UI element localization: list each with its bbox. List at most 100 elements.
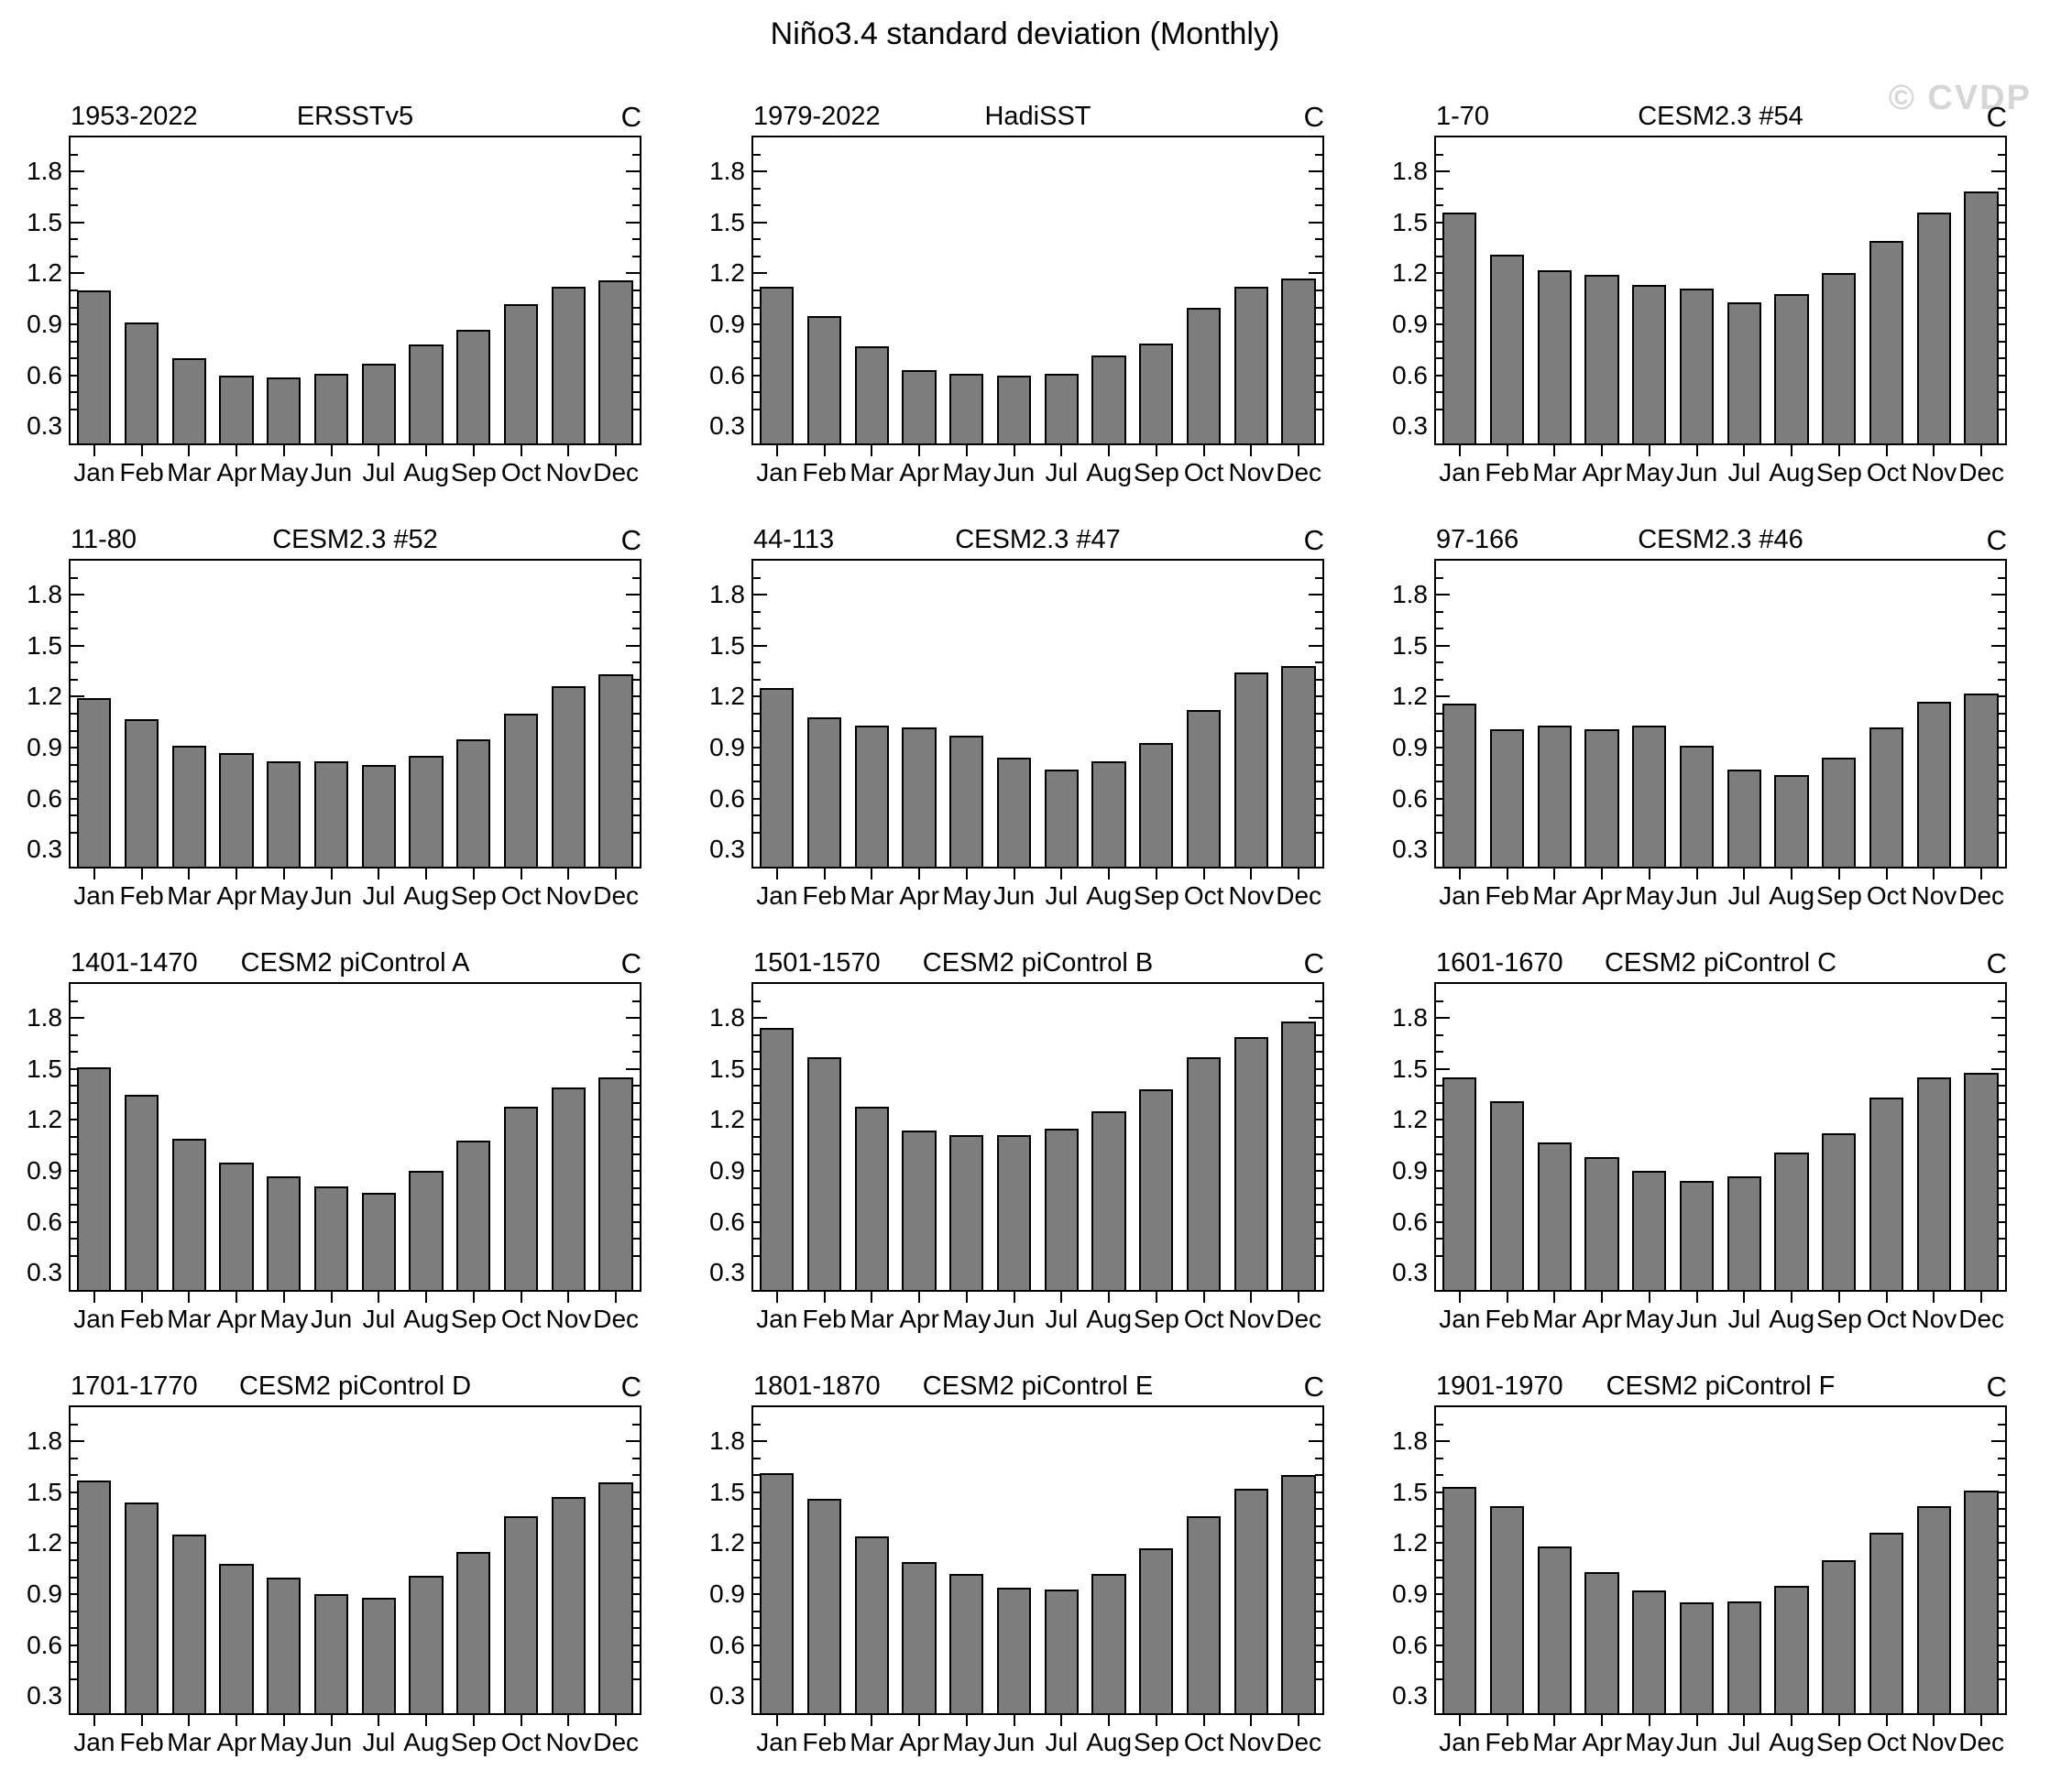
x-axis-tick — [140, 445, 143, 456]
month-label-mar: Mar — [1532, 881, 1577, 910]
minor-tick — [71, 255, 78, 257]
minor-tick — [632, 678, 640, 681]
plot-area — [69, 136, 641, 445]
minor-tick — [753, 153, 761, 156]
minor-tick — [1998, 1576, 2005, 1579]
month-label-sep: Sep — [1133, 458, 1179, 486]
plot-area — [751, 1405, 1324, 1715]
minor-tick — [1315, 781, 1322, 783]
month-label-nov: Nov — [545, 881, 592, 910]
y-axis-label: 0.3 — [709, 1258, 745, 1287]
bar-aug — [409, 756, 444, 867]
minor-tick — [71, 1457, 78, 1459]
x-axis-tick — [1553, 1715, 1556, 1726]
month-label-jun: Jun — [1676, 458, 1718, 486]
major-tick — [1991, 644, 2005, 647]
bar-jun — [1679, 1181, 1715, 1290]
x-axis-tick — [1108, 445, 1111, 456]
minor-tick — [632, 408, 640, 410]
bar-jan — [760, 1473, 795, 1713]
y-axis-label: 1.8 — [709, 580, 745, 609]
minor-tick — [1315, 678, 1322, 681]
minor-tick — [753, 1474, 761, 1477]
x-axis-tick — [1601, 1715, 1604, 1726]
month-label-nov: Nov — [1228, 881, 1275, 910]
panel-header: 1801-1870 CESM2 piControl E C — [751, 1369, 1324, 1405]
major-tick — [626, 272, 640, 275]
bar-dec — [598, 1077, 633, 1290]
minor-tick — [753, 729, 761, 732]
x-axis-tick — [871, 445, 873, 456]
minor-tick — [1315, 1000, 1322, 1002]
month-label-jul: Jul — [1045, 881, 1079, 910]
major-tick — [71, 1017, 84, 1020]
bar-may — [1632, 285, 1667, 443]
minor-tick — [753, 357, 761, 360]
minor-tick — [71, 1474, 78, 1477]
minor-tick — [1315, 610, 1322, 613]
minor-tick — [1436, 1677, 1443, 1680]
y-axis-label: 1.2 — [27, 682, 62, 711]
minor-tick — [1315, 1457, 1322, 1459]
y-axis-label: 0.3 — [27, 411, 62, 441]
minor-tick — [1436, 1254, 1443, 1257]
bar-nov — [551, 1497, 586, 1713]
bar-mar — [1537, 269, 1572, 443]
minor-tick — [71, 1000, 78, 1002]
panel-header: 1601-1670 CESM2 piControl C C — [1434, 945, 2007, 982]
minor-tick — [1436, 1101, 1443, 1104]
x-axis-tick — [1837, 445, 1840, 456]
bar-oct — [1186, 307, 1222, 443]
minor-tick — [632, 238, 640, 241]
x-axis-tick — [1013, 1292, 1015, 1303]
y-axis-label: 1.8 — [27, 157, 62, 186]
minor-tick — [1436, 1051, 1443, 1054]
plot-area — [751, 136, 1324, 445]
minor-tick — [1436, 729, 1443, 732]
minor-tick — [1436, 1576, 1443, 1579]
x-axis-tick — [1791, 1715, 1793, 1726]
bar-jul — [1044, 1589, 1079, 1713]
minor-tick — [753, 713, 761, 715]
x-axis-tick — [282, 869, 285, 880]
y-axis-label: 0.9 — [27, 310, 62, 339]
bar-jun — [996, 1587, 1032, 1713]
x-axis-tick — [330, 1715, 333, 1726]
panel-header: 97-166 CESM2.3 #46 C — [1434, 522, 2007, 559]
x-axis-tick — [567, 445, 570, 456]
major-tick — [1991, 1067, 2005, 1070]
panel-header: 1-70 CESM2.3 #54 C — [1434, 99, 2007, 136]
minor-tick — [71, 204, 78, 207]
x-axis-tick — [378, 445, 380, 456]
cvdp-watermark: © CVDP — [1888, 79, 2032, 117]
x-axis-tick — [1980, 1292, 1983, 1303]
minor-tick — [753, 408, 761, 410]
minor-tick — [632, 1153, 640, 1155]
minor-tick — [71, 1576, 78, 1579]
bar-dec — [598, 1481, 633, 1713]
y-axis-label: 0.3 — [27, 835, 62, 864]
minor-tick — [1315, 1474, 1322, 1477]
bar-jan — [77, 290, 112, 443]
minor-tick — [632, 1508, 640, 1511]
minor-tick — [1436, 713, 1443, 715]
bar-apr — [902, 1561, 937, 1713]
month-label-jun: Jun — [993, 458, 1036, 486]
panel-period: 1601-1670 — [1436, 948, 1563, 978]
y-axis-label: 0.3 — [709, 1681, 745, 1710]
minor-tick — [1315, 729, 1322, 732]
minor-tick — [1315, 1085, 1322, 1087]
panel-title: CESM2.3 #52 — [272, 525, 438, 554]
minor-tick — [1998, 204, 2005, 207]
minor-tick — [1315, 1610, 1322, 1612]
month-label-sep: Sep — [1133, 881, 1179, 910]
minor-tick — [1436, 204, 1443, 207]
x-axis-tick — [1298, 1715, 1300, 1726]
x-axis-tick — [823, 869, 826, 880]
bar-may — [267, 1175, 301, 1290]
minor-tick — [1315, 1204, 1322, 1207]
bar-jun — [313, 1186, 349, 1290]
minor-tick — [71, 1186, 78, 1189]
minor-tick — [1998, 1610, 2005, 1612]
bar-may — [267, 1577, 301, 1713]
